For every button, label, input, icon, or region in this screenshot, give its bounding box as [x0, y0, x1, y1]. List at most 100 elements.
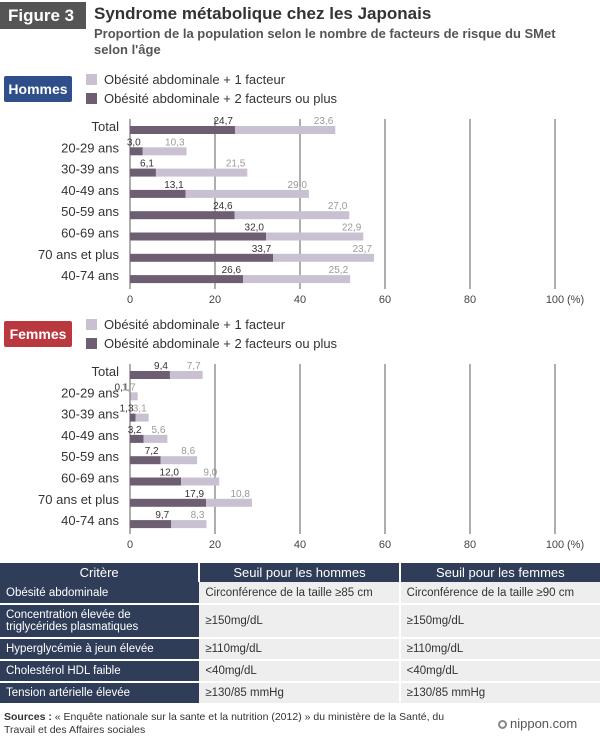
table-cell-men: ≥150mg/dL — [199, 604, 401, 639]
x-tick-label: 80 — [464, 294, 476, 306]
value-label-dark: 33,7 — [252, 244, 272, 255]
table-cell-women: Circonférence de la taille ≥90 cm — [399, 582, 600, 605]
bar-dark — [130, 211, 235, 220]
table-header-row: Critère Seuil pour les hommes Seuil pour… — [0, 563, 600, 582]
table-cell-criterion: Tension artérielle élevée — [0, 682, 200, 705]
bar-dark — [130, 434, 144, 443]
bar-dark — [130, 371, 170, 379]
table-cell-men: ≥130/85 mmHg — [199, 682, 401, 705]
sources-text: « Enquête nationale sur la sante et la n… — [4, 711, 445, 736]
men-badge: Hommes — [4, 76, 72, 102]
bar-light — [234, 126, 336, 134]
value-label-dark: 32,0 — [245, 223, 265, 234]
legend-label-light: Obésité abdominale + 1 facteur — [104, 317, 286, 332]
chart-title: Syndrome métabolique chez les Japonais — [94, 4, 432, 23]
chart-subtitle: Proportion de la population selon le nom… — [94, 26, 556, 57]
logo-text: nippon.com — [510, 716, 578, 731]
category-label: 70 ans et plus — [38, 247, 119, 262]
category-label: 20-29 ans — [61, 385, 119, 400]
bar-light — [206, 498, 252, 507]
figure-label: Figure 3 — [0, 2, 86, 29]
value-label-dark: 3,2 — [128, 425, 142, 436]
x-tick-label: 20 — [209, 539, 221, 551]
value-label-dark: 24,6 — [213, 201, 233, 212]
sources-label: Sources : — [4, 711, 52, 723]
legend-label-light: Obésité abdominale + 1 facteur — [104, 72, 286, 87]
bar-dark — [130, 456, 161, 465]
bar-dark — [130, 520, 172, 529]
x-tick-label: 0 — [127, 294, 133, 306]
bar-dark — [130, 168, 156, 177]
bar-dark — [130, 498, 207, 507]
bar-dark — [130, 413, 136, 422]
category-label: 40-49 ans — [61, 428, 119, 443]
legend-swatch-light — [86, 74, 97, 85]
bar-light — [185, 189, 309, 198]
bar-light — [130, 392, 138, 401]
x-tick-label: 60 — [379, 294, 391, 306]
bar-dark — [130, 189, 186, 198]
category-label: 30-39 ans — [61, 162, 119, 177]
value-label-dark: 7,2 — [145, 446, 159, 457]
x-tick-label: 20 — [209, 294, 221, 306]
bar-dark — [130, 253, 274, 262]
value-label-light: 23,7 — [352, 244, 372, 255]
table-row: Hyperglycémie à jeun élevée ≥110mg/dL ≥1… — [0, 638, 600, 661]
category-label: 40-74 ans — [61, 268, 119, 283]
legend-label-dark: Obésité abdominale + 2 facteurs ou plus — [104, 336, 338, 351]
table-cell-women: <40mg/dL — [399, 660, 600, 683]
value-label-light: 8,3 — [191, 510, 205, 521]
bar-light — [243, 275, 351, 284]
table-row: Concentration élevée de triglycérides pl… — [0, 604, 600, 639]
men-section: Hommes Obésité abdominale + 1 facteur Ob… — [0, 70, 600, 315]
category-label: Total — [92, 119, 120, 134]
table-cell-men: ≥110mg/dL — [199, 638, 401, 661]
value-label-light: 1,7 — [122, 382, 136, 393]
table-cell-criterion: Hyperglycémie à jeun élevée — [0, 638, 200, 661]
value-label-light: 3,1 — [133, 404, 147, 415]
table-cell-criterion: Obésité abdominale — [0, 582, 200, 605]
value-label-dark: 9,4 — [154, 361, 168, 372]
legend-swatch-dark — [86, 93, 97, 104]
legend-item-light: Obésité abdominale + 1 facteur — [86, 315, 337, 334]
value-label-dark: 6,1 — [140, 159, 154, 170]
bar-dark — [130, 126, 235, 134]
value-label-dark: 0,1 — [115, 382, 129, 393]
table-cell-criterion: Cholestérol HDL faible — [0, 660, 200, 683]
table-cell-women: ≥150mg/dL — [399, 604, 600, 639]
x-tick-label: 40 — [294, 294, 306, 306]
table-row: Obésité abdominale Circonférence de la t… — [0, 582, 600, 605]
category-label: 50-59 ans — [61, 449, 119, 464]
criteria-table: Critère Seuil pour les hommes Seuil pour… — [0, 563, 600, 705]
women-badge: Femmes — [4, 321, 72, 347]
x-tick-label: 40 — [294, 539, 306, 551]
value-label-dark: 26,6 — [222, 265, 242, 276]
category-label: 40-49 ans — [61, 183, 119, 198]
value-label-light: 7,7 — [187, 361, 201, 372]
category-label: 30-39 ans — [61, 407, 119, 422]
table-cell-criterion: Concentration élevée de triglycérides pl… — [0, 604, 200, 639]
logo-mark-icon — [498, 720, 507, 729]
value-label-light: 5,6 — [151, 425, 165, 436]
category-label: 50-59 ans — [61, 204, 119, 219]
legend-item-dark: Obésité abdominale + 2 facteurs ou plus — [86, 334, 337, 353]
value-label-light: 25,2 — [329, 265, 349, 276]
x-tick-label: 80 — [464, 539, 476, 551]
women-legend: Obésité abdominale + 1 facteur Obésité a… — [86, 315, 337, 353]
bar-light — [171, 520, 207, 529]
x-tick-label: 0 — [127, 539, 133, 551]
bar-dark — [130, 275, 244, 284]
table-cell-men: <40mg/dL — [199, 660, 401, 683]
legend-swatch-dark — [86, 338, 97, 349]
bar-light — [142, 147, 187, 156]
legend-item-dark: Obésité abdominale + 2 facteurs ou plus — [86, 89, 337, 108]
table-header-cell: Seuil pour les femmes — [399, 563, 600, 582]
legend-swatch-light — [86, 319, 97, 330]
value-label-light: 29,0 — [287, 180, 307, 191]
bar-light — [169, 371, 203, 379]
bar-dark — [130, 477, 181, 486]
table-cell-women: ≥130/85 mmHg — [399, 682, 600, 705]
value-label-dark: 1,3 — [120, 404, 134, 415]
women-bar-chart: 0 20 40 60 80 100 (%)Total 9,4 7,720-29 ans0,11,… — [38, 361, 584, 551]
value-label-dark: 13,1 — [164, 180, 184, 191]
